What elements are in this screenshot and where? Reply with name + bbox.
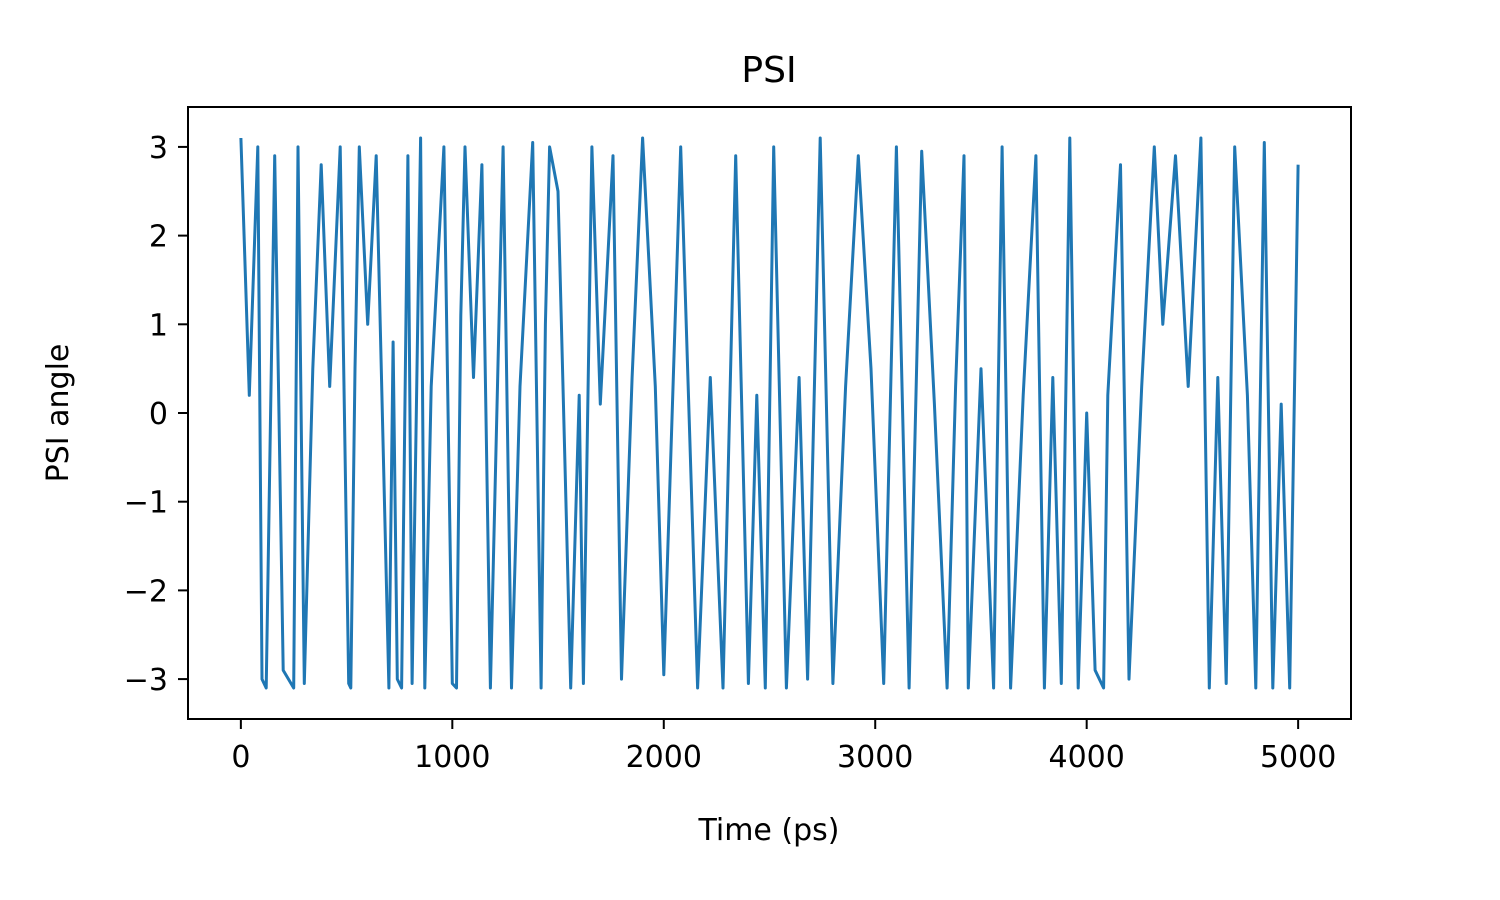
series-line-0 (239, 136, 1300, 690)
y-axis-label: PSI angle (41, 344, 76, 483)
y-tick-label: 0 (149, 397, 168, 432)
y-axis: −3 −2 −1 0 1 2 3 (124, 131, 188, 698)
x-axis: 0 1000 2000 3000 4000 5000 (231, 719, 1336, 775)
x-tick-label: 3000 (837, 740, 913, 775)
y-tick-label: 1 (149, 308, 168, 343)
y-tick-label: 2 (149, 220, 168, 255)
y-tick-label: −3 (124, 663, 168, 698)
x-tick-label: 1000 (414, 740, 490, 775)
x-tick-label: 5000 (1260, 740, 1336, 775)
x-tick-label: 2000 (626, 740, 702, 775)
y-tick-label: 3 (149, 131, 168, 166)
y-tick-label: −1 (124, 486, 168, 521)
x-axis-label: Time (ps) (697, 813, 839, 848)
x-tick-label: 0 (231, 740, 250, 775)
x-tick-label: 4000 (1049, 740, 1125, 775)
series-layer (239, 136, 1300, 690)
y-tick-label: −2 (124, 574, 168, 609)
chart-title: PSI (741, 50, 796, 91)
